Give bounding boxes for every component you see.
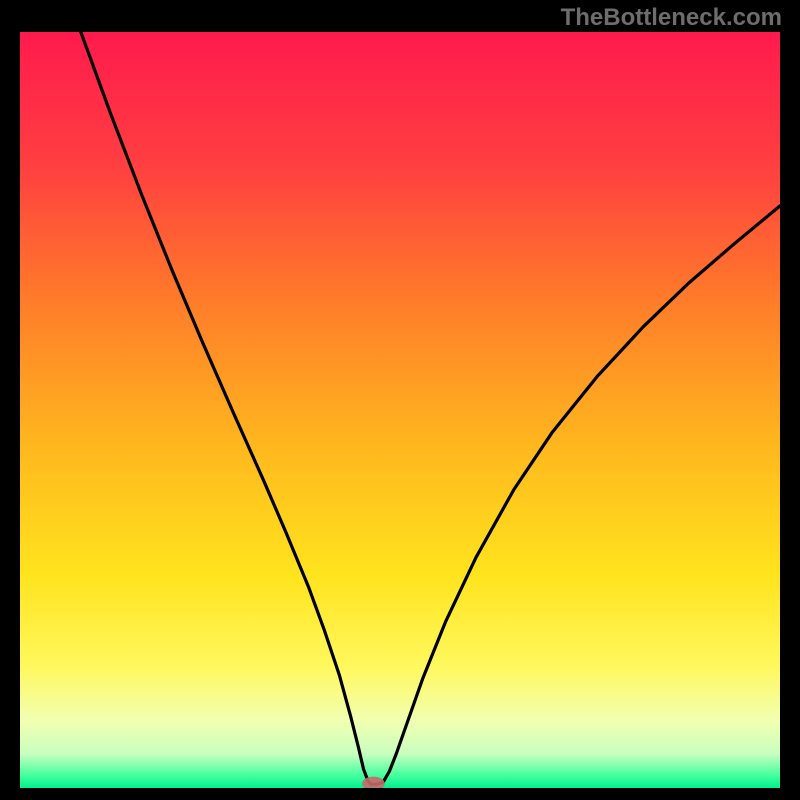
plot-background [20,32,780,788]
chart-svg [20,32,780,788]
source-watermark: TheBottleneck.com [561,4,782,32]
chart-stage: TheBottleneck.com [0,0,800,800]
plot-area [20,32,780,788]
